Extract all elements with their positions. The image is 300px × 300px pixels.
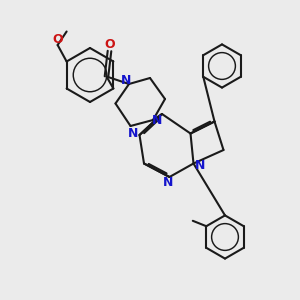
Text: N: N [152,113,162,127]
Text: N: N [163,176,173,190]
Text: O: O [52,33,63,46]
Text: N: N [195,159,205,172]
Text: N: N [128,127,139,140]
Text: O: O [105,38,116,52]
Text: N: N [121,74,131,88]
